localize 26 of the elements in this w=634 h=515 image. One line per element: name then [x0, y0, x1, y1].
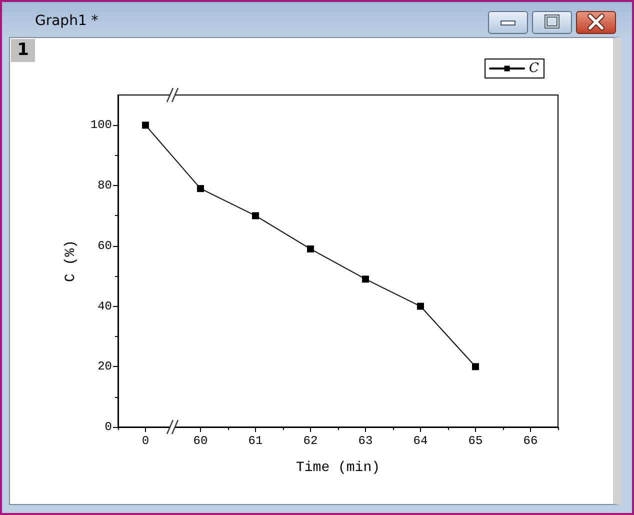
x-tick-label: 60 [193, 434, 208, 448]
y-tick-label: 20 [98, 360, 112, 374]
y-tick-label: 60 [98, 238, 112, 253]
x-tick-label: 65 [468, 434, 483, 448]
y-tick-label: 80 [98, 178, 112, 193]
point [362, 276, 369, 283]
point [252, 212, 259, 220]
x-tick-label: 61 [248, 434, 263, 448]
y-tick-label: 0 [104, 420, 112, 434]
point [197, 185, 204, 192]
x-tick-label: 63 [358, 434, 373, 448]
point [417, 302, 424, 310]
x-axis-title: Time (min) [296, 460, 380, 476]
x-tick-label: 62 [303, 434, 318, 448]
y-tick-label: 40 [98, 299, 112, 314]
y-axis-title: C (%) [63, 240, 79, 282]
x-tick-label: 0 [142, 434, 150, 448]
x-tick-label: 66 [523, 434, 538, 448]
chart-title: Graph1 * [35, 13, 98, 29]
y-tick-label: 100 [90, 118, 112, 132]
point [142, 122, 149, 129]
point [307, 245, 314, 252]
layer-tag: 1 [11, 39, 35, 62]
legend-label: C [529, 61, 540, 76]
x-tick-label: 64 [413, 434, 428, 448]
point [472, 363, 479, 370]
